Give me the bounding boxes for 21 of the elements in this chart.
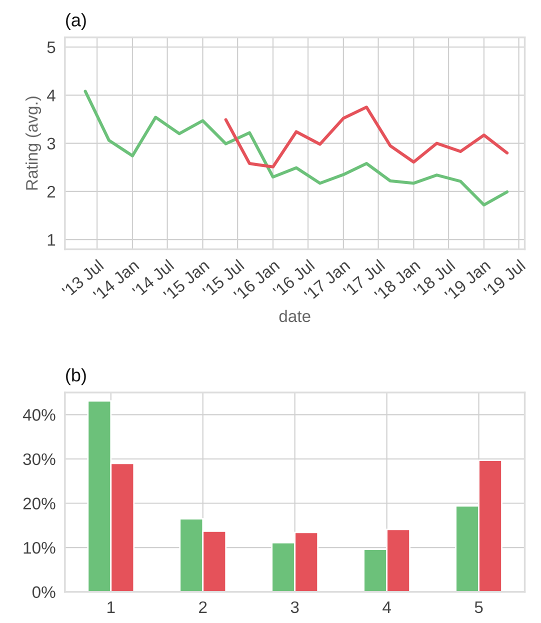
x-tick-label: 1 (108, 601, 115, 613)
line-series (224, 106, 509, 168)
chart-title: (b) (66, 368, 86, 386)
y-tick-label: 3 (47, 138, 56, 150)
y-tick-label: 2 (47, 186, 56, 198)
y-tick-label: 30% (23, 453, 56, 466)
y-tick-label: 5 (47, 42, 56, 54)
y-axis-title: Rating (avg.) (26, 96, 42, 190)
x-tick-label: 5 (474, 601, 483, 614)
x-tick-label: 4 (382, 601, 391, 613)
x-axis-title: date (279, 310, 310, 322)
x-tick-label: 3 (290, 601, 299, 614)
line-series (84, 90, 509, 206)
y-tick-label: 0% (32, 586, 56, 598)
chart-title: (a) (66, 13, 86, 30)
x-tick-label: 2 (199, 601, 207, 613)
y-tick-label: 4 (47, 90, 56, 102)
y-tick-label: 10% (24, 542, 56, 554)
y-tick-label: 20% (23, 498, 56, 510)
y-tick-label: 1 (48, 234, 56, 246)
y-tick-label: 40% (22, 409, 56, 421)
